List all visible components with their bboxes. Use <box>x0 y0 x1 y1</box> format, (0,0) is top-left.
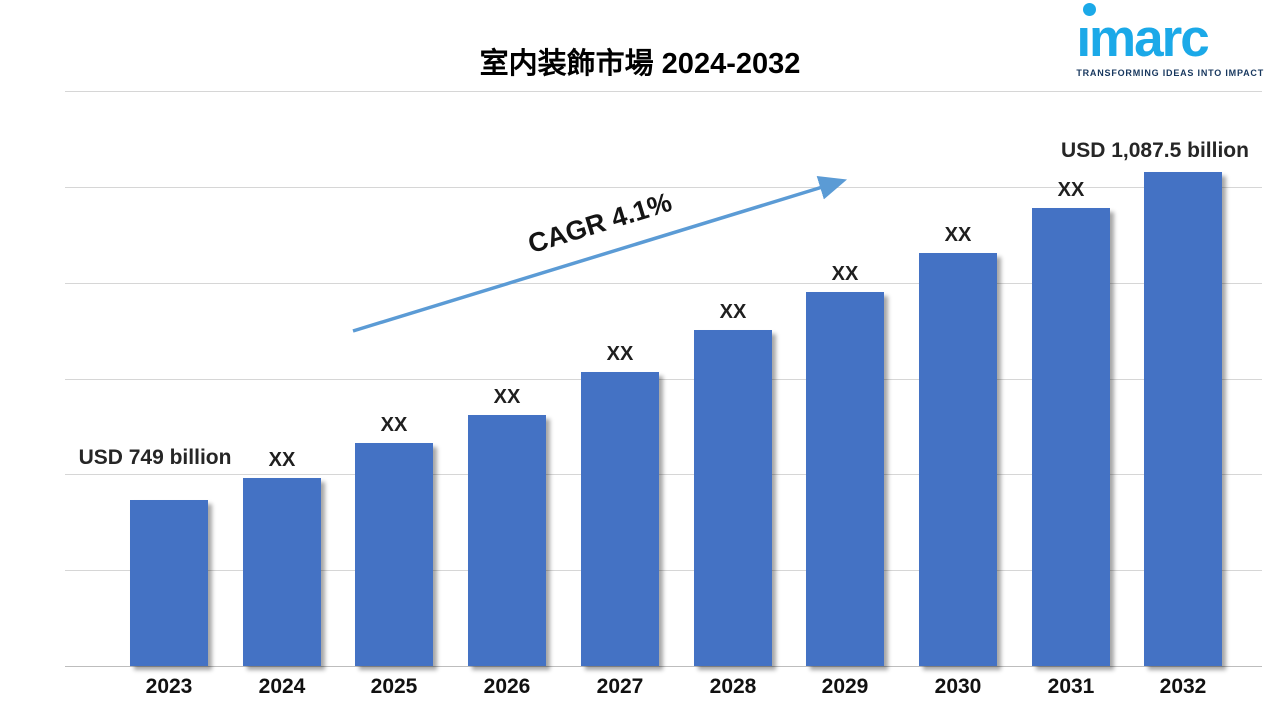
bar-2026 <box>468 415 546 666</box>
gridline <box>65 91 1262 92</box>
bar-2031 <box>1032 208 1110 666</box>
gridline <box>65 379 1262 380</box>
x-tick-2024: 2024 <box>258 675 306 698</box>
x-tick-2030: 2030 <box>934 675 982 698</box>
chart-title: 室内装飾市場 2024-2032 <box>479 48 801 80</box>
x-axis-line <box>65 666 1262 667</box>
x-tick-2029: 2029 <box>821 675 869 698</box>
x-tick-2023: 2023 <box>145 675 193 698</box>
bar-2032 <box>1144 172 1222 666</box>
bar-2025 <box>355 443 433 666</box>
value-label-2032: USD 1,087.5 billion <box>1061 139 1249 162</box>
value-label-2026: XX <box>493 386 521 408</box>
bar-2030 <box>919 253 997 666</box>
bar-2029 <box>806 292 884 666</box>
imarc-logo: ımarc TRANSFORMING IDEAS INTO IMPACT <box>1076 3 1264 78</box>
x-tick-2031: 2031 <box>1047 675 1095 698</box>
bar-2023 <box>130 500 208 666</box>
brand-text: ımarc <box>1076 9 1209 68</box>
logo-dot-icon <box>1083 3 1097 16</box>
x-tick-2026: 2026 <box>483 675 531 698</box>
gridline <box>65 474 1262 475</box>
value-label-2029: XX <box>831 263 859 285</box>
x-tick-2032: 2032 <box>1159 675 1207 698</box>
value-label-2027: XX <box>606 343 634 365</box>
value-label-2023: USD 749 billion <box>78 446 232 469</box>
x-tick-2027: 2027 <box>596 675 644 698</box>
value-label-2030: XX <box>944 224 972 246</box>
bar-2024 <box>243 478 321 666</box>
value-label-2024: XX <box>268 449 296 471</box>
logo-tagline: TRANSFORMING IDEAS INTO IMPACT <box>1076 68 1264 78</box>
x-tick-2025: 2025 <box>370 675 418 698</box>
value-label-2028: XX <box>719 301 747 323</box>
gridline <box>65 570 1262 571</box>
bar-2028 <box>694 330 772 666</box>
value-label-2031: XX <box>1057 179 1085 201</box>
bar-2027 <box>581 372 659 666</box>
x-tick-2028: 2028 <box>709 675 757 698</box>
imarc-wordmark: ımarc <box>1076 3 1264 68</box>
value-label-2025: XX <box>380 414 408 436</box>
